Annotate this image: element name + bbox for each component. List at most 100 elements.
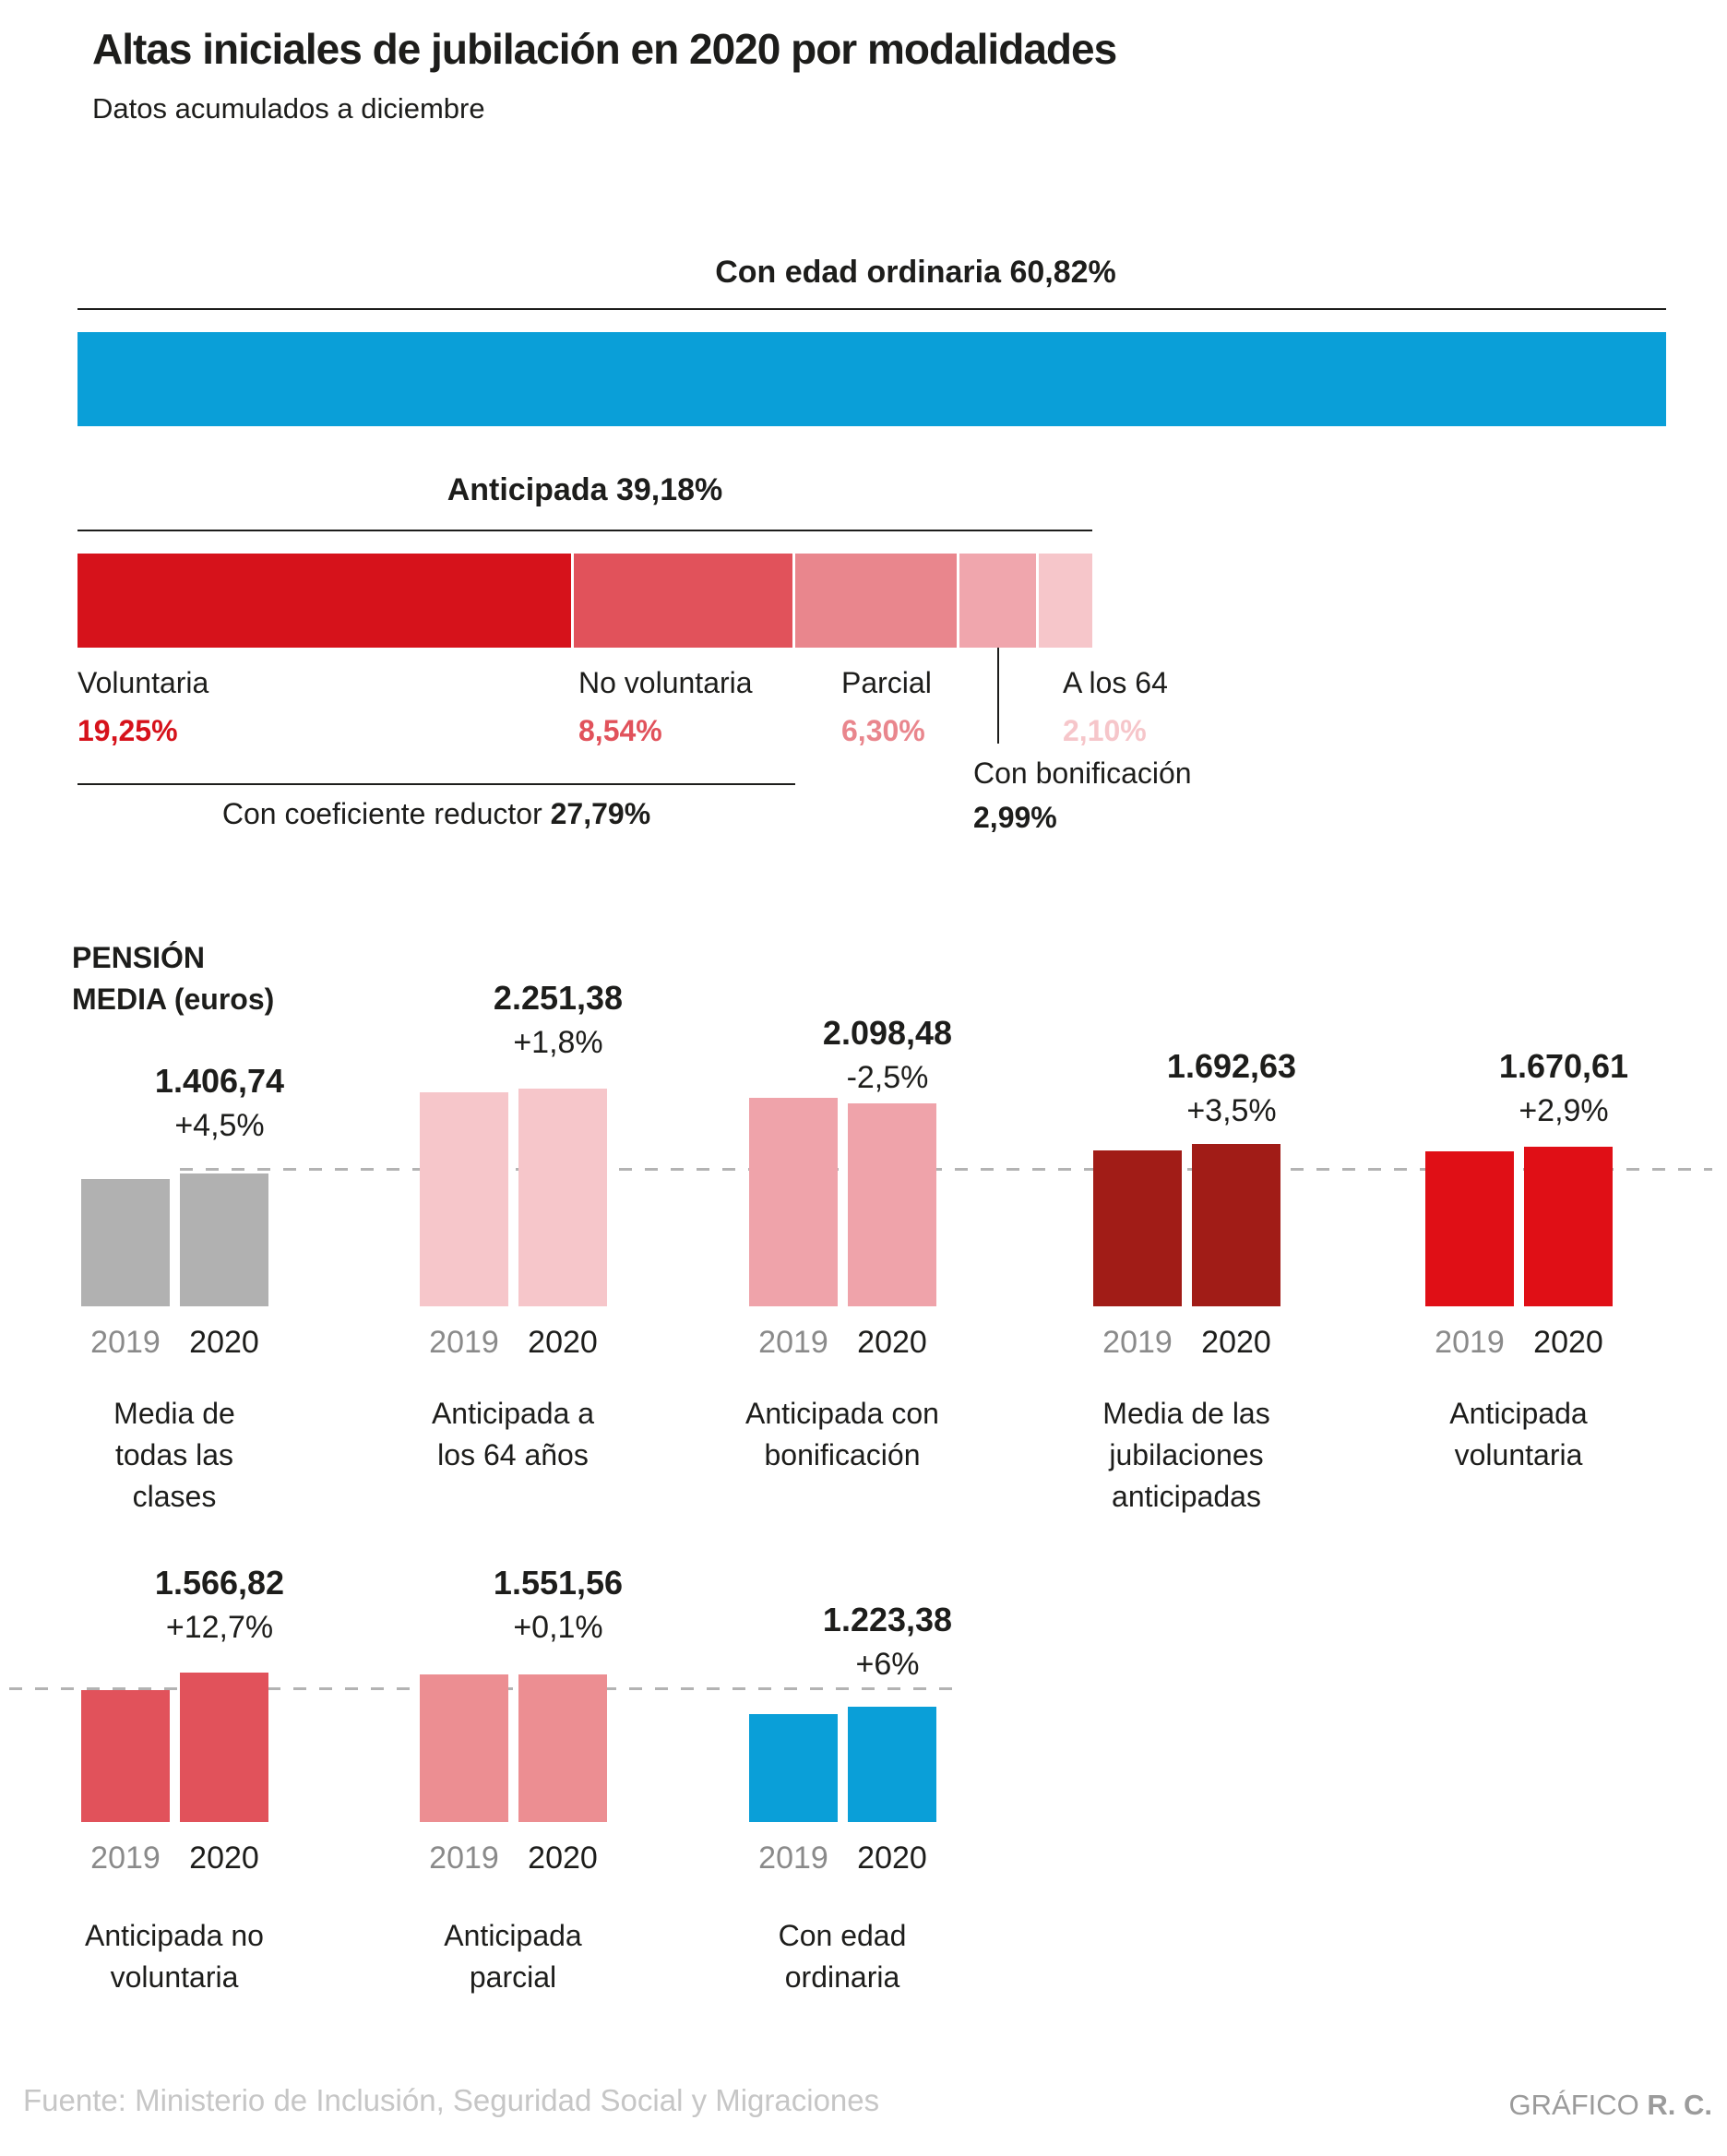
pension-section-title: PENSIÓN MEDIA (euros) <box>72 941 275 1016</box>
pension-bar-media-anticipadas-2020 <box>1192 1144 1280 1306</box>
value-block-anticipada-bonificacion: 2.098,48 -2,5% <box>749 1011 1026 1100</box>
year-label-2020-media-todas-clases: 2020 <box>189 1325 259 1360</box>
segment-pct-a-los-64: 2,10% <box>1063 714 1147 747</box>
value-label-edad-ordinaria: 1.223,38 <box>822 1601 953 1638</box>
pension-bar-anticipada-parcial-2019 <box>420 1674 508 1822</box>
pension-bar-media-todas-clases-2020 <box>180 1173 268 1306</box>
year-label-2019-anticipada-parcial: 2019 <box>429 1840 499 1876</box>
coeficiente-label-text: Con coeficiente reductor <box>221 797 542 830</box>
ordinaria-share-name: Con edad ordinaria <box>715 255 1002 290</box>
anticipada-share-name: Anticipada <box>447 472 608 507</box>
value-block-anticipada-64: 2.251,38 +1,8% <box>420 976 697 1065</box>
value-label-media-anticipadas: 1.692,63 <box>1166 1047 1297 1085</box>
segment-name-voluntaria: Voluntaria <box>77 666 209 699</box>
value-label-anticipada-parcial: 1.551,56 <box>493 1564 624 1602</box>
segment-name-parcial: Parcial <box>841 666 932 699</box>
year-label-2019-anticipada-bonificacion: 2019 <box>758 1325 828 1360</box>
value-block-media-anticipadas: 1.692,63 +3,5% <box>1093 1044 1370 1133</box>
page-title: Altas iniciales de jubilación en 2020 po… <box>92 25 1117 73</box>
pension-bar-edad-ordinaria-2020 <box>848 1707 936 1822</box>
value-block-anticipada-parcial: 1.551,56 +0,1% <box>420 1561 697 1650</box>
credit-note: GRÁFICO R. C. <box>1159 2089 1712 2122</box>
year-label-2020-anticipada-parcial: 2020 <box>528 1840 598 1876</box>
year-label-2019-anticipada-no-voluntaria: 2019 <box>90 1840 161 1876</box>
segment-pct-con-bonificacion: 2,99% <box>973 801 1057 834</box>
category-label-media-todas-clases: Media de todas las clases <box>113 1397 235 1513</box>
change-label-media-todas-clases: +4,5% <box>174 1108 265 1143</box>
value-label-anticipada-bonificacion: 2.098,48 <box>822 1014 953 1052</box>
ordinaria-share-label: Con edad ordinaria 60,82% <box>77 255 1666 291</box>
pension-bar-anticipada-no-voluntaria-2020 <box>180 1673 268 1822</box>
year-label-2020-edad-ordinaria: 2020 <box>857 1840 927 1876</box>
credit-prefix: GRÁFICO <box>1508 2089 1639 2121</box>
pension-bar-anticipada-voluntaria-2019 <box>1425 1151 1514 1306</box>
anticipada-share-label: Anticipada 39,18% <box>77 472 1092 508</box>
value-block-media-todas-clases: 1.406,74 +4,5% <box>81 1059 358 1148</box>
category-label-media-anticipadas: Media de las jubilaciones anticipadas <box>1102 1397 1270 1513</box>
change-label-anticipada-bonificacion: -2,5% <box>846 1060 929 1095</box>
pension-bar-media-todas-clases-2019 <box>81 1179 170 1306</box>
pension-bar-edad-ordinaria-2019 <box>749 1714 838 1822</box>
anticipada-share-pct: 39,18% <box>615 472 723 507</box>
credit-author: R. C. <box>1647 2089 1712 2121</box>
pension-bar-anticipada-no-voluntaria-2019 <box>81 1690 170 1822</box>
bar-segment-no-voluntaria <box>574 554 792 648</box>
segment-name-con-bonificacion: Con bonificación <box>973 756 1192 790</box>
reference-dashed-line-row1 <box>180 1168 1712 1171</box>
page-subtitle: Datos acumulados a diciembre <box>92 92 485 125</box>
coeficiente-rule <box>77 783 795 785</box>
source-note: Fuente: Ministerio de Inclusión, Segurid… <box>23 2083 880 2117</box>
coeficiente-label-pct: 27,79% <box>550 797 651 830</box>
category-label-anticipada-parcial: Anticipada parcial <box>444 1919 582 1994</box>
year-label-2020-anticipada-voluntaria: 2020 <box>1533 1325 1603 1360</box>
pension-bar-anticipada-64-2019 <box>420 1092 508 1306</box>
category-label-anticipada-bonificacion: Anticipada con bonificación <box>745 1397 939 1471</box>
year-label-2019-media-todas-clases: 2019 <box>90 1325 161 1360</box>
value-block-anticipada-voluntaria: 1.670,61 +2,9% <box>1425 1044 1702 1133</box>
segment-label-con-bonificacion: Con bonificación 2,99% <box>973 751 1192 840</box>
year-label-2019-media-anticipadas: 2019 <box>1102 1325 1173 1360</box>
bonificacion-callout-line <box>997 590 999 744</box>
segment-pct-voluntaria: 19,25% <box>77 714 178 747</box>
segment-pct-no-voluntaria: 8,54% <box>578 714 662 747</box>
change-label-anticipada-64: +1,8% <box>513 1025 603 1060</box>
year-label-2020-anticipada-no-voluntaria: 2020 <box>189 1840 259 1876</box>
pension-bar-anticipada-64-2020 <box>518 1089 607 1306</box>
bar-segment-parcial <box>795 554 957 648</box>
pension-bar-media-anticipadas-2019 <box>1093 1150 1182 1306</box>
segment-pct-parcial: 6,30% <box>841 714 925 747</box>
value-block-anticipada-no-voluntaria: 1.566,82 +12,7% <box>81 1561 358 1650</box>
year-label-2020-anticipada-bonificacion: 2020 <box>857 1325 927 1360</box>
value-label-anticipada-no-voluntaria: 1.566,82 <box>154 1564 285 1602</box>
ordinaria-rule <box>77 308 1666 310</box>
year-label-2019-anticipada-64: 2019 <box>429 1325 499 1360</box>
ordinaria-share-pct: 60,82% <box>1009 255 1116 290</box>
year-label-2019-anticipada-voluntaria: 2019 <box>1435 1325 1505 1360</box>
bar-segment-voluntaria <box>77 554 571 648</box>
category-label-anticipada-no-voluntaria: Anticipada no voluntaria <box>85 1919 264 1994</box>
value-label-media-todas-clases: 1.406,74 <box>154 1062 285 1100</box>
coeficiente-label: Con coeficiente reductor 27,79% <box>77 797 795 831</box>
change-label-anticipada-no-voluntaria: +12,7% <box>165 1610 274 1645</box>
segment-name-no-voluntaria: No voluntaria <box>578 666 753 699</box>
pension-bar-anticipada-voluntaria-2020 <box>1524 1147 1613 1306</box>
value-label-anticipada-voluntaria: 1.670,61 <box>1498 1047 1629 1085</box>
bar-segment-con-bonificacion <box>959 554 1036 648</box>
segment-name-a-los-64: A los 64 <box>1063 666 1168 699</box>
value-block-edad-ordinaria: 1.223,38 +6% <box>749 1598 1026 1686</box>
pension-bar-anticipada-bonificacion-2020 <box>848 1103 936 1306</box>
category-label-anticipada-voluntaria: Anticipada voluntaria <box>1449 1397 1588 1471</box>
pension-bar-anticipada-parcial-2020 <box>518 1674 607 1822</box>
change-label-anticipada-parcial: +0,1% <box>513 1610 603 1645</box>
ordinaria-bar <box>77 332 1666 426</box>
value-label-anticipada-64: 2.251,38 <box>493 979 624 1017</box>
year-label-2020-media-anticipadas: 2020 <box>1201 1325 1271 1360</box>
anticipada-rule <box>77 530 1092 531</box>
change-label-media-anticipadas: +3,5% <box>1186 1093 1277 1128</box>
category-label-anticipada-64: Anticipada a los 64 años <box>431 1397 595 1471</box>
change-label-anticipada-voluntaria: +2,9% <box>1519 1093 1609 1128</box>
bar-segment-a-los-64 <box>1039 554 1092 648</box>
category-label-edad-ordinaria: Con edad ordinaria <box>778 1919 907 1994</box>
year-label-2019-edad-ordinaria: 2019 <box>758 1840 828 1876</box>
